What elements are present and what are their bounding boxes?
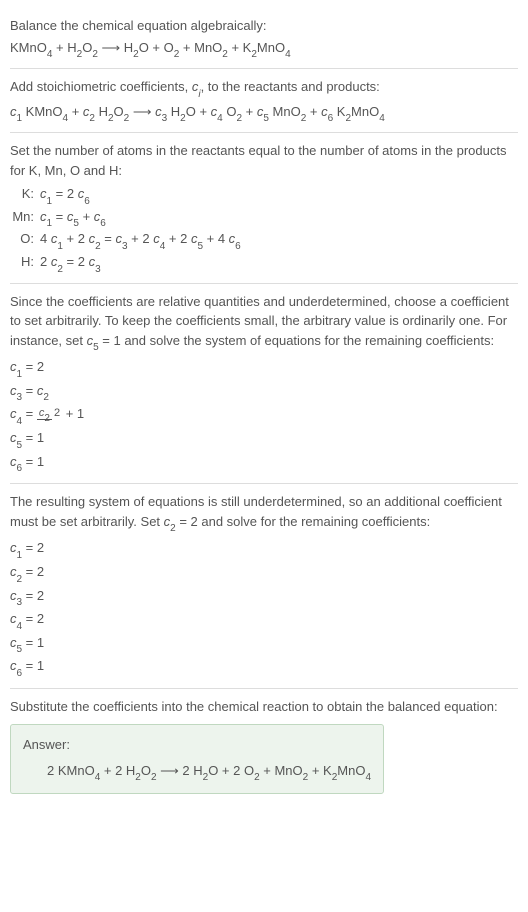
atom-row-o: O: 4 c1 + 2 c2 = c3 + 2 c4 + 2 c5 + 4 c6 (10, 229, 518, 252)
atom-table: K: c1 = 2 c6 Mn: c1 = c5 + c6 O: 4 c1 + … (10, 184, 518, 274)
substitute-text: Substitute the coefficients into the che… (10, 697, 518, 717)
section-underdetermined-1: Since the coefficients are relative quan… (10, 284, 518, 485)
section-balance-intro: Balance the chemical equation algebraica… (10, 8, 518, 69)
coeff-row: c4 = c22 + 1 (10, 404, 518, 427)
coeff-row: c5 = 1 (10, 428, 518, 451)
coeff-row: c1 = 2 (10, 538, 518, 561)
coeff-row: c6 = 1 (10, 656, 518, 679)
answer-box: Answer: 2 KMnO4 + 2 H2O2 ⟶ 2 H2O + 2 O2 … (10, 724, 384, 794)
intro-text: Balance the chemical equation algebraica… (10, 16, 518, 36)
stoich-equation: c1 KMnO4 + c2 H2O2 ⟶ c3 H2O + c4 O2 + c5… (10, 102, 518, 125)
coeff-list-2: c1 = 2 c2 = 2 c3 = 2 c4 = 2 c5 = 1 c6 = … (10, 538, 518, 679)
under2-text: The resulting system of equations is sti… (10, 492, 518, 534)
coeff-row: c6 = 1 (10, 452, 518, 475)
atom-row-k: K: c1 = 2 c6 (10, 184, 518, 207)
atom-row-h: H: 2 c2 = 2 c3 (10, 252, 518, 275)
section-underdetermined-2: The resulting system of equations is sti… (10, 484, 518, 689)
section-answer: Substitute the coefficients into the che… (10, 689, 518, 803)
answer-label: Answer: (23, 735, 371, 755)
coeff-row: c2 = 2 (10, 562, 518, 585)
coeff-row: c5 = 1 (10, 633, 518, 656)
section-stoichiometric: Add stoichiometric coefficients, ci, to … (10, 69, 518, 133)
coeff-row: c4 = 2 (10, 609, 518, 632)
coeff-list-1: c1 = 2 c3 = c2 c4 = c22 + 1 c5 = 1 c6 = … (10, 357, 518, 474)
section-atom-balance: Set the number of atoms in the reactants… (10, 133, 518, 283)
atom-balance-text: Set the number of atoms in the reactants… (10, 141, 518, 180)
stoich-text: Add stoichiometric coefficients, ci, to … (10, 77, 518, 100)
under1-text: Since the coefficients are relative quan… (10, 292, 518, 354)
fraction: c22 (37, 408, 62, 422)
coeff-row: c3 = 2 (10, 586, 518, 609)
coeff-row: c3 = c2 (10, 381, 518, 404)
atom-row-mn: Mn: c1 = c5 + c6 (10, 207, 518, 230)
unbalanced-equation: KMnO4 + H2O2 ⟶ H2O + O2 + MnO2 + K2MnO4 (10, 38, 518, 61)
coeff-row: c1 = 2 (10, 357, 518, 380)
balanced-equation: 2 KMnO4 + 2 H2O2 ⟶ 2 H2O + 2 O2 + MnO2 +… (23, 761, 371, 784)
